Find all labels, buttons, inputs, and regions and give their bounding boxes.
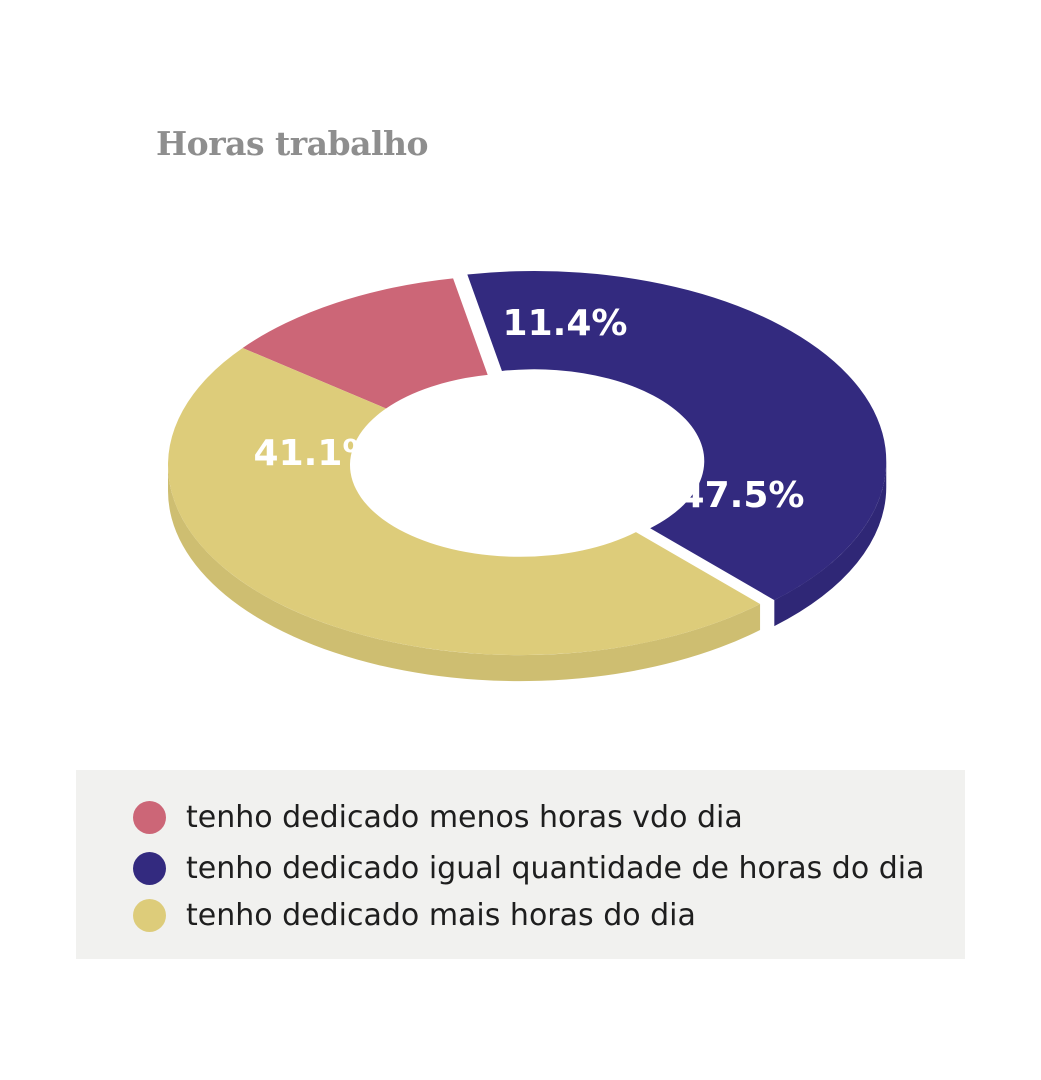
slice-mais-horas (168, 347, 761, 656)
slice-igual-quantidade-wall (774, 461, 887, 627)
chart-legend: tenho dedicado menos horas vdo dia tenho… (76, 770, 965, 959)
slice-igual-quantidade (467, 271, 887, 601)
slice-mais-horas-wall (168, 465, 761, 682)
slice-menos-horas (242, 278, 488, 409)
legend-item-mais-horas: tenho dedicado mais horas do dia (133, 897, 696, 933)
legend-label-menos-horas: tenho dedicado menos horas vdo dia (186, 799, 743, 835)
data-label-mais-horas: 47.5% (680, 475, 805, 516)
data-label-igual-quantidade: 41.1% (254, 433, 379, 474)
legend-swatch-igual-quantidade (133, 851, 166, 885)
chart-title: Horas trabalho (156, 124, 429, 163)
legend-item-igual-quantidade: tenho dedicado igual quantidade de horas… (133, 850, 924, 886)
legend-swatch-menos-horas (133, 800, 166, 834)
legend-label-mais-horas: tenho dedicado mais horas do dia (186, 897, 696, 933)
donut-chart: 11.4% 41.1% 47.5% (168, 271, 887, 682)
data-label-menos-horas: 11.4% (503, 303, 628, 344)
legend-swatch-mais-horas (133, 898, 166, 932)
donut-svg: 11.4% 41.1% 47.5% (168, 271, 887, 682)
legend-label-igual-quantidade: tenho dedicado igual quantidade de horas… (186, 850, 925, 886)
legend-item-menos-horas: tenho dedicado menos horas vdo dia (133, 799, 743, 835)
donut-hole (354, 375, 686, 555)
